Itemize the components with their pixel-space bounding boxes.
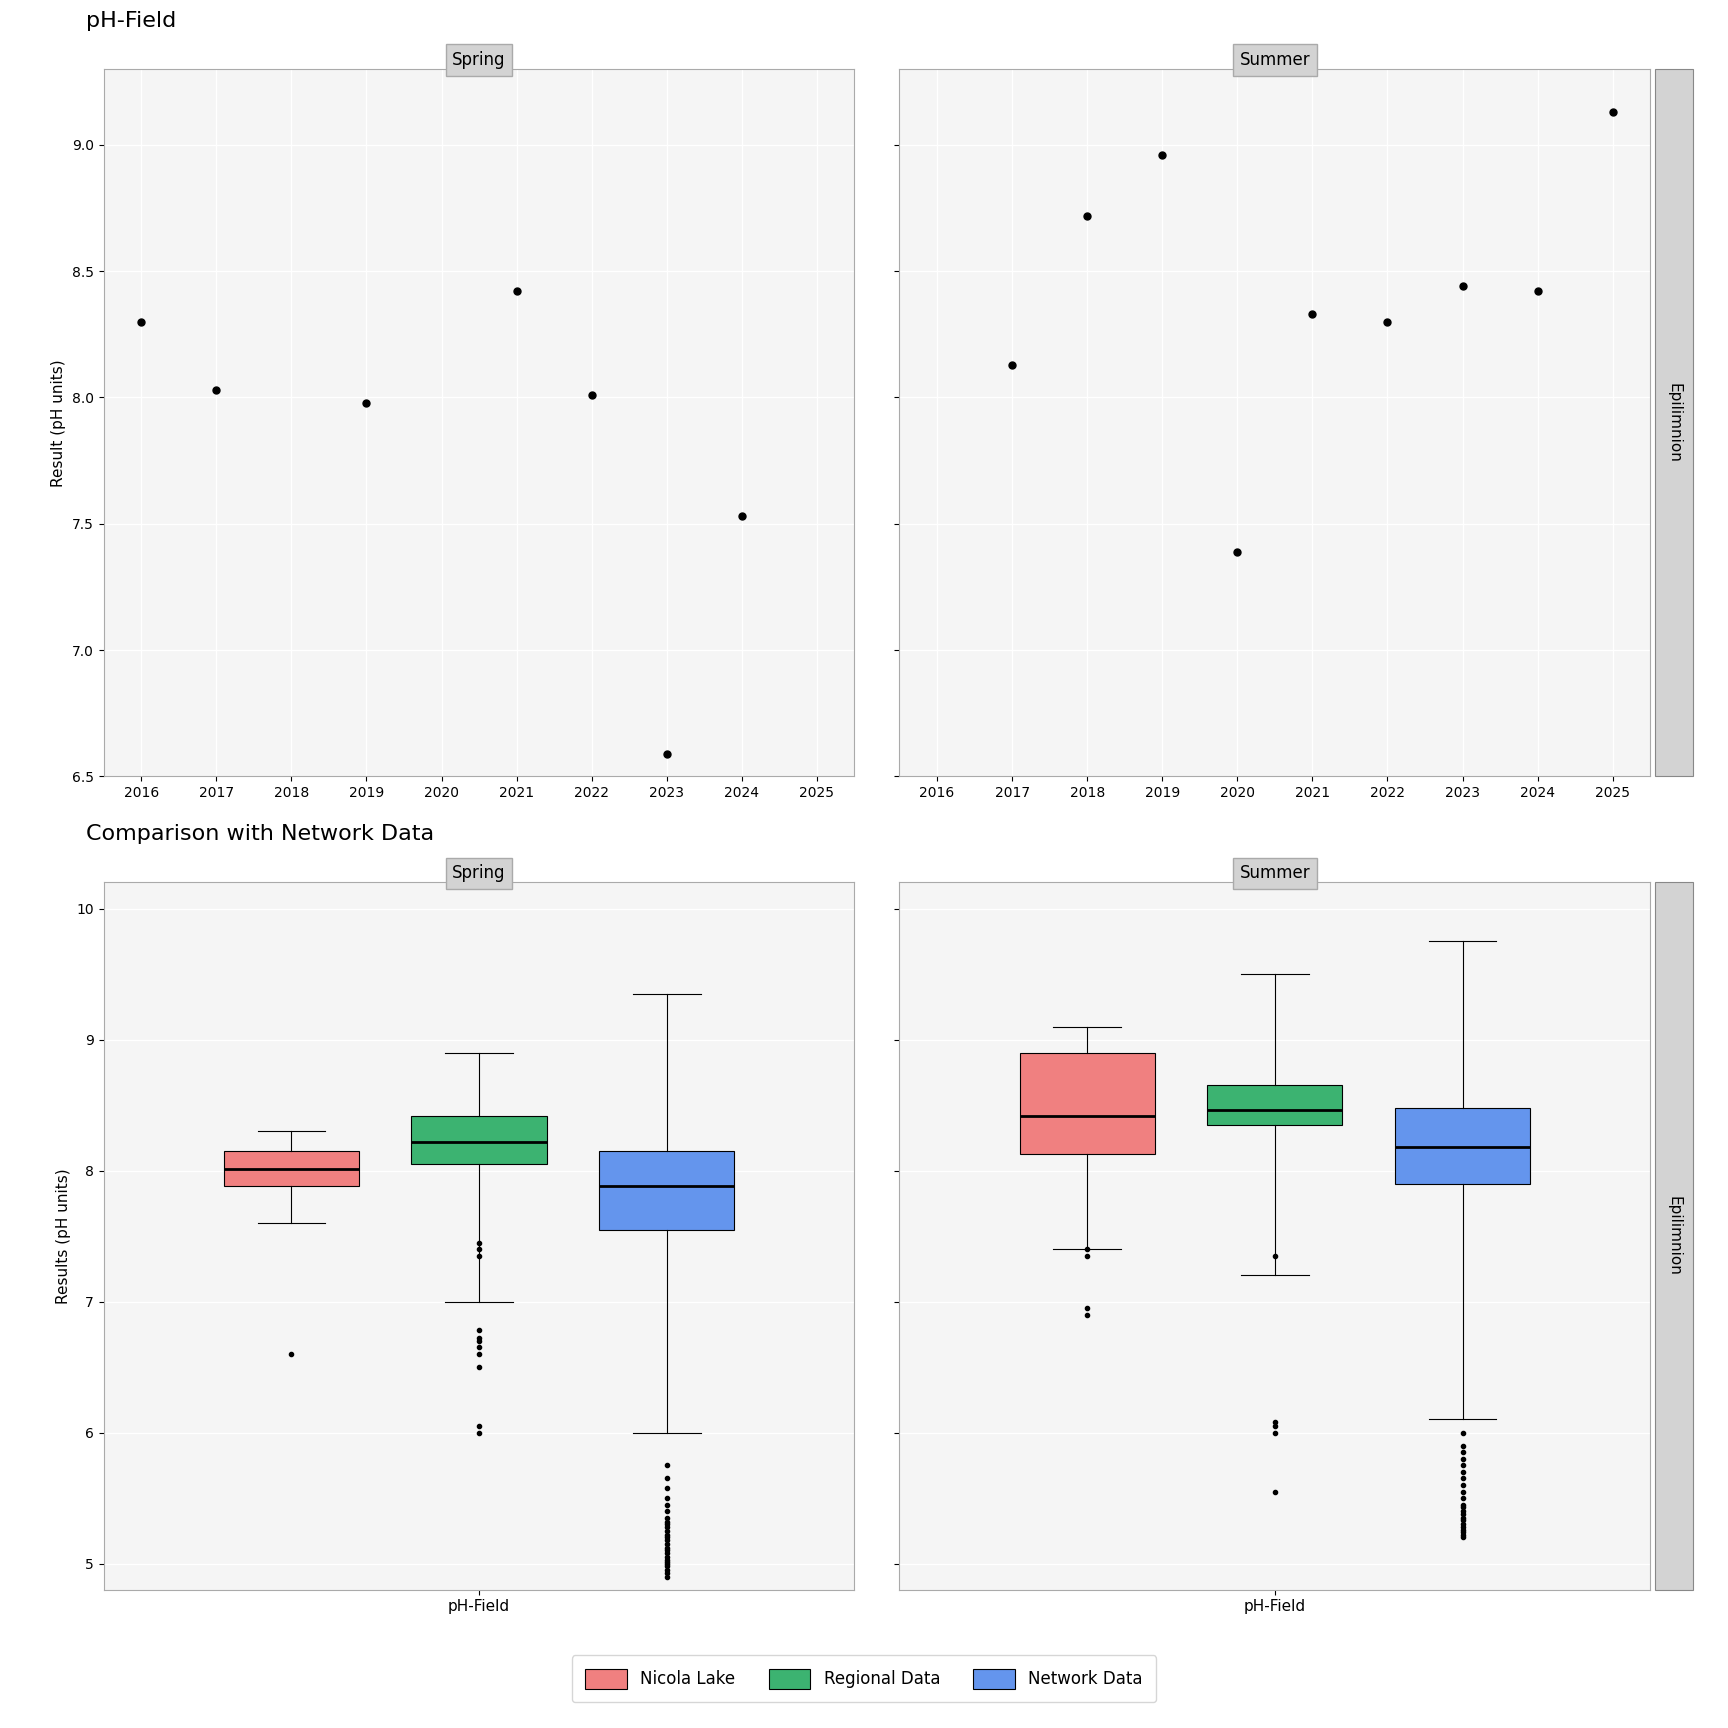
PathPatch shape — [225, 1151, 359, 1187]
Point — [503, 278, 530, 306]
Point — [128, 308, 156, 335]
Title: Summer: Summer — [1239, 864, 1310, 883]
Point — [653, 740, 681, 767]
Y-axis label: Result (pH units): Result (pH units) — [52, 359, 66, 487]
Point — [1374, 308, 1401, 335]
Point — [1524, 278, 1552, 306]
PathPatch shape — [411, 1116, 546, 1165]
Point — [353, 389, 380, 416]
Text: Comparison with Network Data: Comparison with Network Data — [86, 824, 434, 845]
Text: pH-Field: pH-Field — [86, 10, 176, 31]
Point — [202, 377, 230, 404]
Point — [577, 382, 605, 410]
PathPatch shape — [600, 1151, 734, 1230]
PathPatch shape — [1208, 1085, 1343, 1125]
Legend: Nicola Lake, Regional Data, Network Data: Nicola Lake, Regional Data, Network Data — [572, 1655, 1156, 1702]
Y-axis label: Results (pH units): Results (pH units) — [55, 1168, 71, 1305]
Title: Spring: Spring — [453, 52, 506, 69]
Text: Epilimnion: Epilimnion — [1668, 1196, 1681, 1275]
Point — [999, 351, 1026, 378]
Text: Epilimnion: Epilimnion — [1668, 384, 1681, 463]
Title: Summer: Summer — [1239, 52, 1310, 69]
Point — [1298, 301, 1325, 328]
PathPatch shape — [1394, 1108, 1529, 1184]
Point — [1598, 98, 1626, 126]
Title: Spring: Spring — [453, 864, 506, 883]
Point — [1149, 142, 1177, 169]
Point — [1073, 202, 1101, 230]
Point — [1448, 273, 1476, 301]
Point — [1223, 537, 1251, 565]
PathPatch shape — [1020, 1052, 1154, 1154]
Point — [727, 503, 755, 530]
